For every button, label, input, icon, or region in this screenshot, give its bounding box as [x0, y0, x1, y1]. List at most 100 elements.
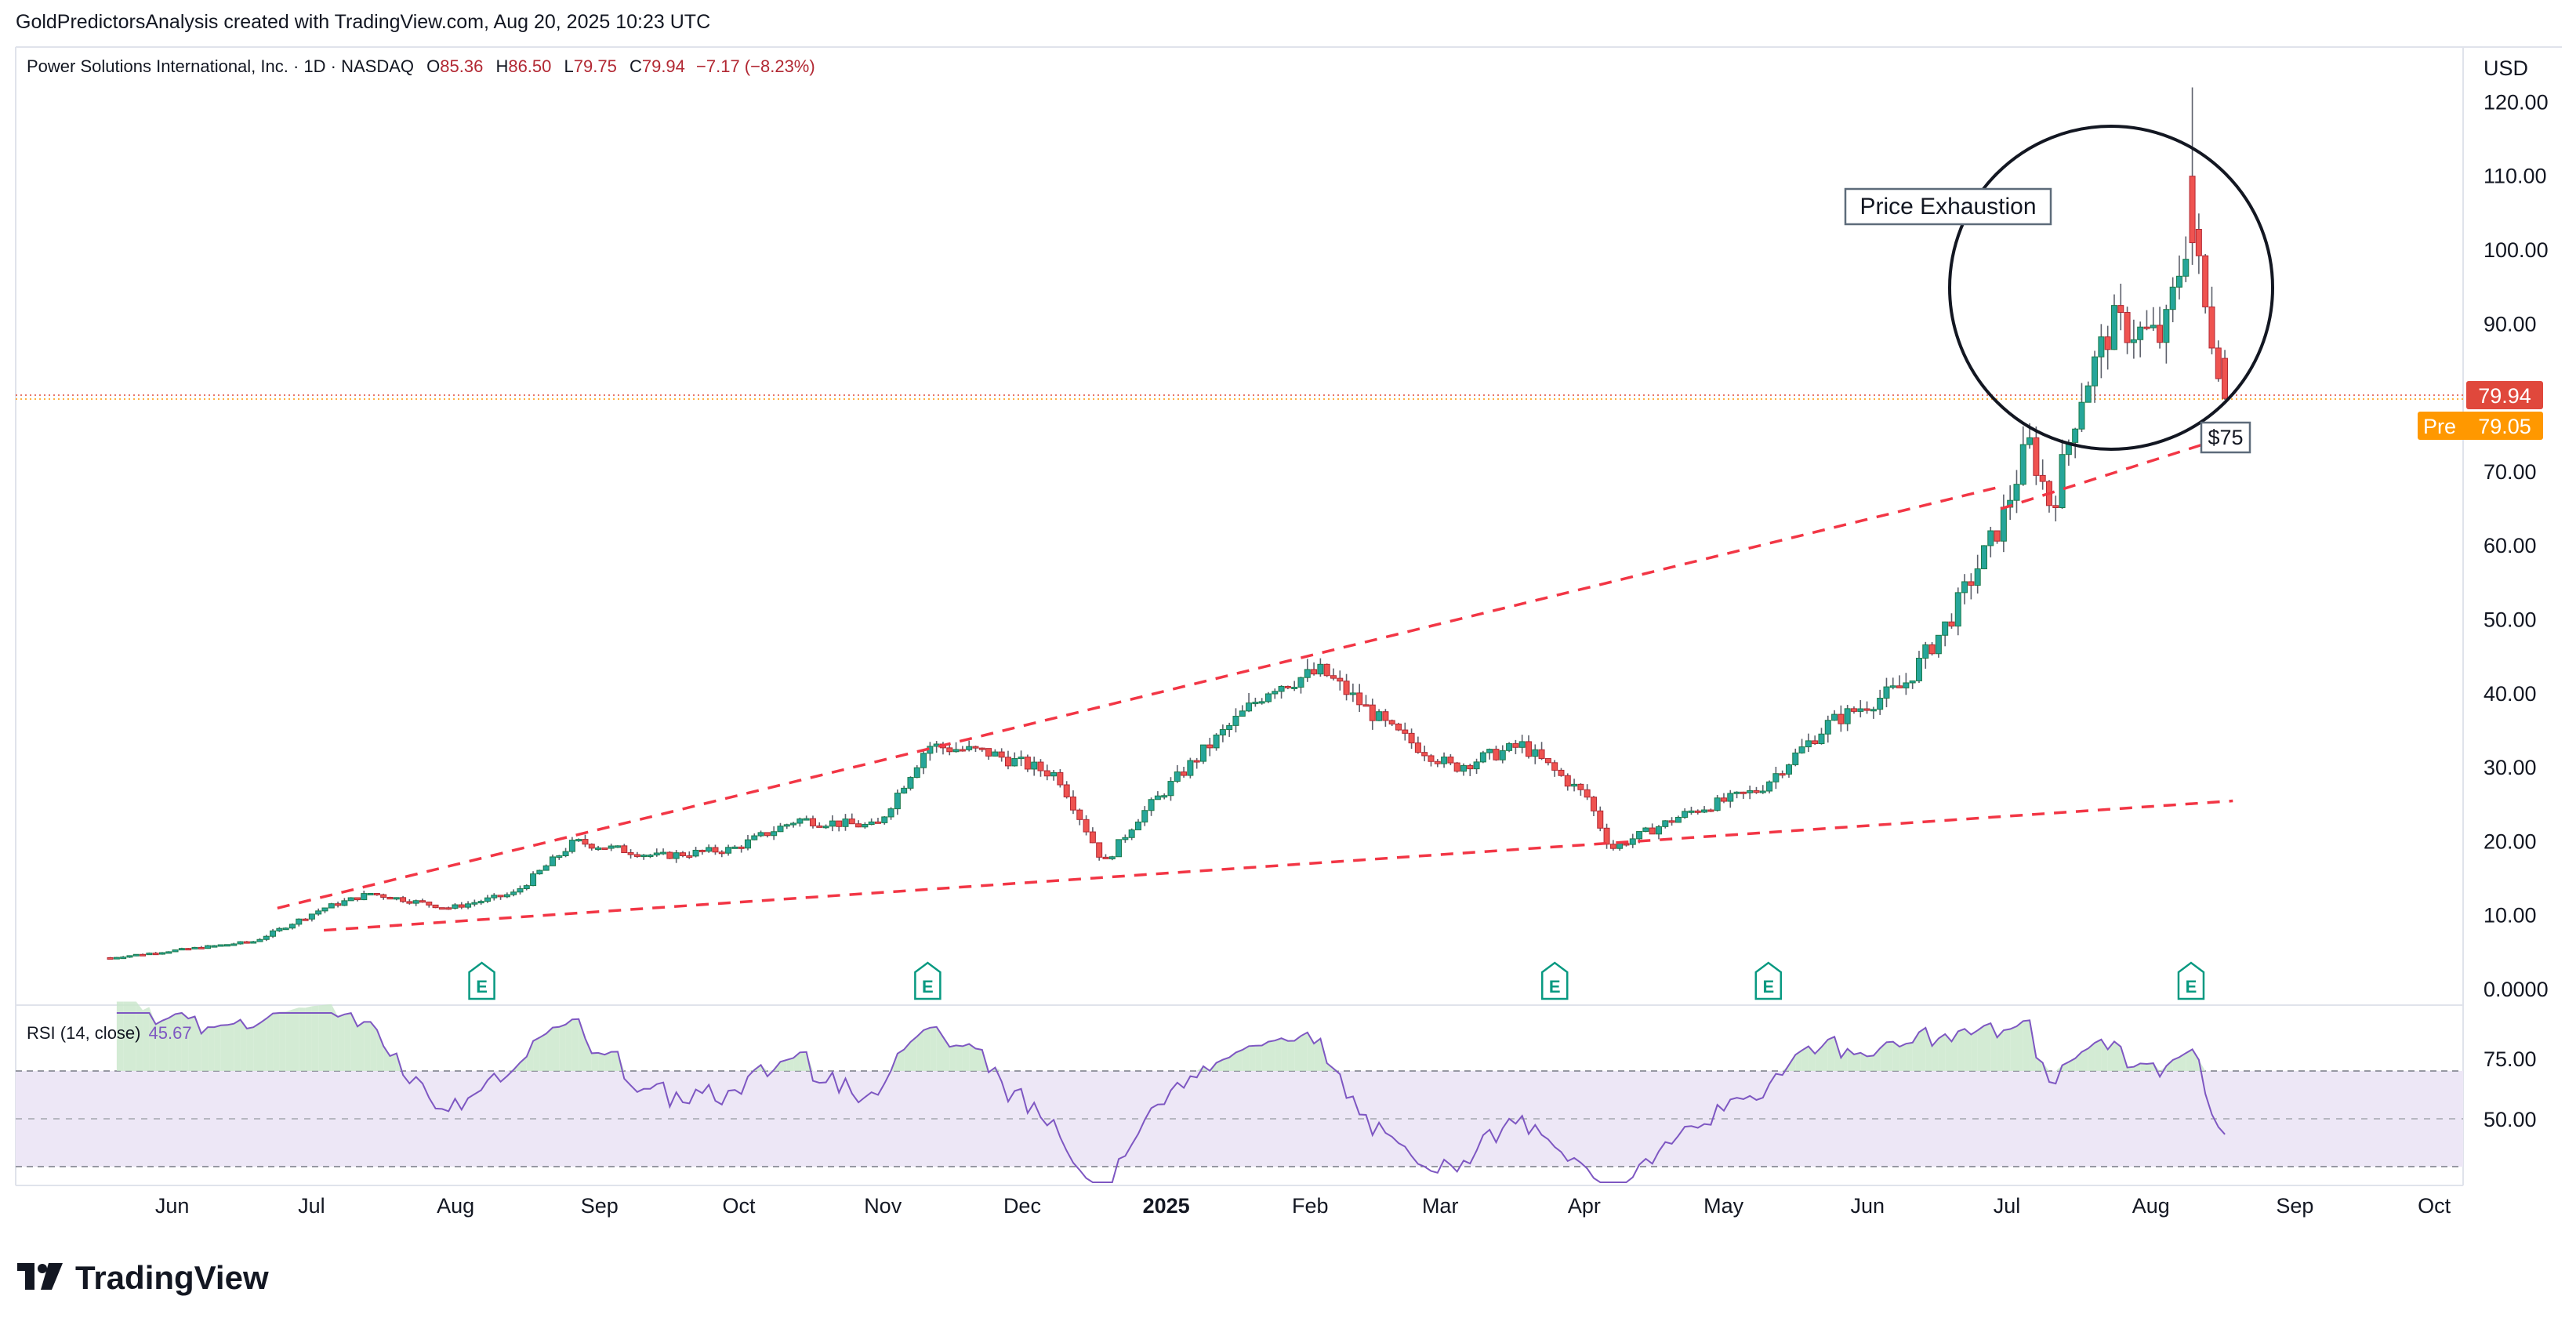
- candle[interactable]: [1961, 574, 1968, 604]
- candle[interactable]: [1148, 797, 1155, 816]
- candle[interactable]: [2052, 496, 2059, 522]
- candle[interactable]: [1922, 641, 1929, 669]
- candle[interactable]: [920, 750, 927, 775]
- candle[interactable]: [1499, 745, 1506, 764]
- candle[interactable]: [1199, 744, 1206, 764]
- candle[interactable]: [608, 844, 615, 851]
- candle[interactable]: [198, 946, 205, 949]
- candle[interactable]: [1558, 768, 1565, 777]
- candle[interactable]: [341, 898, 348, 906]
- currency-label[interactable]: USD: [2483, 56, 2528, 80]
- candle[interactable]: [1116, 839, 1123, 858]
- candle[interactable]: [1428, 753, 1435, 767]
- candle[interactable]: [1369, 699, 1376, 730]
- candle[interactable]: [1408, 728, 1415, 750]
- candle[interactable]: [731, 844, 738, 849]
- candle[interactable]: [1311, 662, 1318, 676]
- candle[interactable]: [1903, 673, 1910, 695]
- candle[interactable]: [1349, 683, 1356, 702]
- target-trendline[interactable]: [2000, 434, 2233, 510]
- candle[interactable]: [2150, 307, 2157, 332]
- candle[interactable]: [276, 927, 283, 932]
- candle[interactable]: [874, 818, 881, 824]
- earnings-marker[interactable]: E: [1754, 961, 1783, 1000]
- candle[interactable]: [1337, 670, 1344, 691]
- candle[interactable]: [738, 844, 745, 853]
- candle[interactable]: [223, 944, 230, 947]
- candle[interactable]: [1701, 806, 1708, 814]
- candle[interactable]: [191, 946, 198, 949]
- candle[interactable]: [1264, 692, 1272, 703]
- candle[interactable]: [725, 844, 732, 856]
- candle[interactable]: [907, 776, 914, 791]
- candle[interactable]: [1330, 668, 1337, 681]
- candle[interactable]: [1850, 706, 1857, 714]
- candle[interactable]: [2130, 319, 2137, 359]
- candle[interactable]: [263, 935, 270, 942]
- candle[interactable]: [1108, 855, 1116, 861]
- candle[interactable]: [1460, 763, 1467, 776]
- upper-trendline[interactable]: [277, 485, 2001, 909]
- candle[interactable]: [465, 901, 472, 909]
- candle[interactable]: [868, 818, 875, 826]
- candle[interactable]: [2104, 325, 2111, 370]
- candle[interactable]: [1857, 699, 1864, 717]
- candle[interactable]: [1083, 815, 1090, 836]
- candle[interactable]: [217, 944, 224, 947]
- candle[interactable]: [1889, 677, 1896, 690]
- candle[interactable]: [562, 848, 569, 858]
- candle[interactable]: [2098, 324, 2105, 379]
- candle[interactable]: [588, 843, 595, 851]
- candle[interactable]: [679, 851, 686, 858]
- candle[interactable]: [308, 913, 315, 922]
- candle[interactable]: [1824, 715, 1831, 743]
- candle[interactable]: [1473, 758, 1480, 775]
- candle[interactable]: [491, 893, 498, 901]
- candle[interactable]: [1525, 735, 1532, 759]
- candle[interactable]: [328, 902, 335, 909]
- candle[interactable]: [1733, 791, 1740, 799]
- candle[interactable]: [2215, 340, 2222, 382]
- candle[interactable]: [595, 845, 602, 851]
- candle[interactable]: [1954, 587, 1961, 636]
- candle[interactable]: [230, 942, 238, 946]
- candle[interactable]: [1018, 750, 1025, 767]
- candle[interactable]: [1805, 733, 1812, 753]
- candle[interactable]: [335, 901, 342, 908]
- candle[interactable]: [855, 820, 862, 828]
- candle[interactable]: [1649, 823, 1656, 835]
- candle[interactable]: [1714, 795, 1721, 812]
- candle[interactable]: [1812, 735, 1819, 746]
- candle[interactable]: [666, 851, 673, 859]
- candle[interactable]: [1818, 728, 1825, 745]
- candle[interactable]: [1102, 854, 1109, 859]
- candle[interactable]: [1518, 735, 1526, 753]
- candle[interactable]: [1128, 828, 1135, 840]
- candle[interactable]: [1759, 785, 1766, 794]
- candle[interactable]: [243, 941, 250, 944]
- candle[interactable]: [2169, 277, 2176, 323]
- candle[interactable]: [1668, 817, 1675, 826]
- candle[interactable]: [2110, 294, 2117, 350]
- candle[interactable]: [1688, 806, 1695, 815]
- candle[interactable]: [653, 848, 660, 857]
- candle[interactable]: [2137, 321, 2144, 358]
- candle[interactable]: [1609, 840, 1616, 851]
- candle[interactable]: [1987, 526, 1994, 557]
- candle[interactable]: [1278, 685, 1285, 699]
- candle[interactable]: [1096, 842, 1103, 861]
- candle[interactable]: [1161, 793, 1168, 800]
- candle[interactable]: [829, 815, 836, 832]
- candle[interactable]: [686, 851, 693, 859]
- candle[interactable]: [426, 901, 433, 908]
- candle[interactable]: [751, 833, 758, 840]
- candle[interactable]: [1453, 761, 1460, 773]
- candle[interactable]: [927, 742, 934, 761]
- earnings-marker[interactable]: E: [2177, 961, 2205, 1000]
- candle[interactable]: [107, 957, 114, 960]
- candle[interactable]: [1512, 739, 1519, 754]
- candle[interactable]: [400, 895, 407, 903]
- candle[interactable]: [1441, 752, 1448, 768]
- candle[interactable]: [302, 918, 309, 921]
- candle[interactable]: [1948, 613, 1955, 629]
